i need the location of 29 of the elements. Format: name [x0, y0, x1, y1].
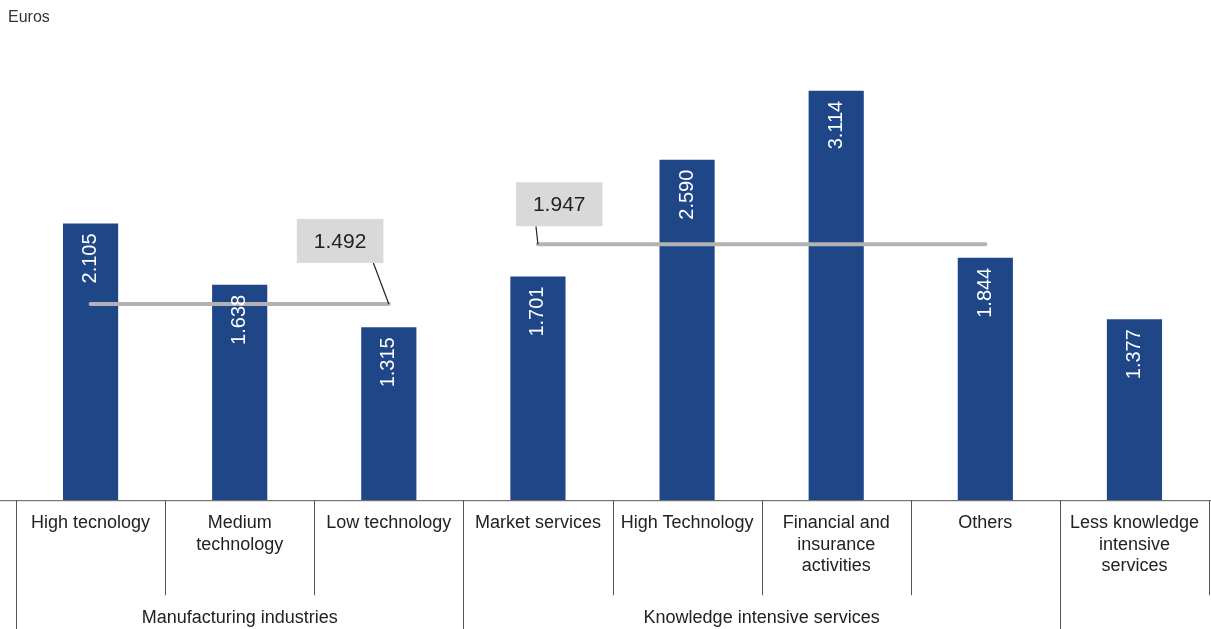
data-label: 1.947: [532, 191, 586, 215]
data-label: 2.105: [78, 233, 101, 284]
bar: [212, 284, 268, 501]
x-tick-label: High tecnology: [31, 511, 151, 532]
x-tick-label: Low technology: [326, 511, 452, 532]
bar: [808, 90, 864, 501]
text: Knowledge intensive services: [643, 607, 880, 628]
text: Manufacturing industries: [141, 607, 338, 628]
data-label: 2.590: [674, 169, 697, 220]
bar: [510, 276, 566, 501]
bar: [62, 223, 119, 501]
x-tick-label: Market services: [474, 511, 601, 532]
data-label: 3.114: [823, 100, 846, 150]
bar: [659, 159, 715, 501]
data-label: 1.315: [376, 337, 399, 388]
bar: [361, 327, 417, 501]
bar: [1106, 319, 1163, 501]
data-label: 1.638: [227, 294, 250, 345]
data-label: 1.492: [313, 228, 367, 252]
data-label: 1.701: [525, 286, 548, 337]
x-tick-label: Others: [958, 511, 1013, 532]
x-tick-label: Medium technology: [196, 511, 284, 554]
data-label: 1.844: [972, 267, 995, 318]
y-axis-title: Euros: [8, 8, 50, 26]
data-label: 1.377: [1121, 329, 1144, 380]
x-tick-label: Financial and insurance activities: [782, 511, 890, 576]
x-tick-label: High Technology: [620, 511, 754, 532]
bar: [957, 257, 1013, 501]
x-tick-label: Less knowledge intensive services: [1069, 511, 1199, 576]
